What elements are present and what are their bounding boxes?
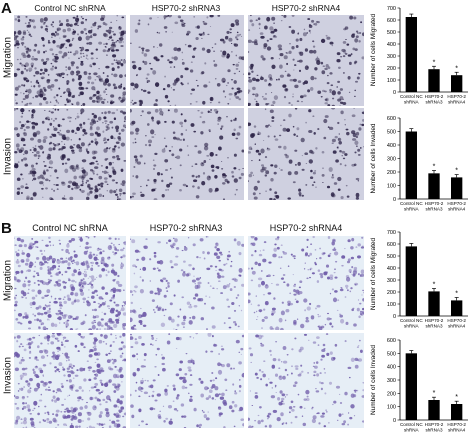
- y-axis-label: Number of cells Migrated: [370, 237, 377, 310]
- micrograph-b-invasion-shrna4: [248, 333, 364, 428]
- y-tick-label: 300: [387, 378, 396, 384]
- significance-mark: *: [455, 168, 458, 175]
- bar: [428, 291, 440, 316]
- row-label-invasion: Invasion: [2, 356, 14, 395]
- y-tick-label: 100: [387, 184, 396, 190]
- bar: [451, 75, 463, 92]
- y-tick-label: 300: [387, 157, 396, 163]
- micrograph-b-migration-shrna4: [248, 236, 364, 330]
- bar: [451, 404, 463, 420]
- category-label: HSP70-2 shRNA4: [447, 94, 466, 105]
- significance-mark: *: [455, 394, 458, 401]
- row-label-invasion: Invasion: [2, 137, 14, 176]
- y-axis-label: Number of cells Migrated: [370, 13, 377, 86]
- category-label: HSP70-2 shRNA4: [447, 318, 466, 329]
- y-tick-label: 0: [393, 197, 396, 203]
- bar-chart-b-migrated: Number of cells Migrated 0 100 200 300 400 500…: [370, 230, 468, 329]
- y-tick-label: 600: [387, 242, 396, 248]
- significance-mark: *: [433, 390, 436, 397]
- significance-mark: *: [455, 290, 458, 297]
- bar: [405, 246, 417, 316]
- category-label: HSP70-2 shRNA3: [425, 94, 444, 105]
- bar: [428, 69, 440, 92]
- category-label: Control NC shRNA: [400, 94, 423, 105]
- column-label-shrna4: HSP70-2 shRNA4: [271, 3, 341, 13]
- row-label-migration: Migration: [2, 36, 14, 79]
- micrograph-a-invasion-shrna3: [130, 108, 244, 200]
- y-tick-label: 300: [387, 54, 396, 60]
- y-tick-label: 100: [387, 405, 396, 411]
- micrograph-b-migration-control: [14, 236, 126, 330]
- y-tick-label: 600: [387, 18, 396, 24]
- micrograph-a-migration-shrna4: [248, 15, 364, 106]
- micrograph-b-migration-shrna3: [130, 236, 244, 330]
- y-tick-label: 500: [387, 30, 396, 36]
- bar: [405, 353, 417, 420]
- column-label-shrna4: HSP70-2 shRNA4: [269, 223, 343, 233]
- y-tick-label: 400: [387, 266, 396, 272]
- category-label: Control NC shRNA: [400, 201, 423, 212]
- micrograph-b-invasion-shrna3: [130, 333, 244, 428]
- y-tick-label: 0: [393, 418, 396, 424]
- y-tick-label: 0: [393, 90, 396, 96]
- bar: [428, 173, 440, 199]
- significance-mark: *: [455, 65, 458, 72]
- micrograph-b-invasion-control: [14, 333, 126, 428]
- y-axis-label: Number of cells Invaded: [370, 123, 377, 193]
- y-tick-label: 200: [387, 290, 396, 296]
- y-tick-label: 700: [387, 230, 396, 236]
- micrograph-a-migration-shrna3: [130, 15, 244, 106]
- column-label-control: Control NC shRNA: [32, 223, 108, 233]
- row-label-migration: Migration: [2, 259, 14, 302]
- y-tick-label: 100: [387, 302, 396, 308]
- y-tick-label: 200: [387, 391, 396, 397]
- bar: [451, 177, 463, 199]
- bar: [405, 17, 417, 92]
- category-label: HSP70-2 shRNA3: [425, 422, 444, 433]
- micrograph-a-invasion-control: [14, 108, 126, 200]
- bar: [428, 400, 440, 420]
- category-label: HSP70-2 shRNA3: [425, 318, 444, 329]
- y-tick-label: 200: [387, 170, 396, 176]
- significance-mark: *: [433, 59, 436, 66]
- y-tick-label: 500: [387, 351, 396, 357]
- y-tick-label: 500: [387, 254, 396, 260]
- column-label-control: Control NC shRNA: [34, 3, 106, 13]
- y-tick-label: 100: [387, 78, 396, 84]
- category-label: Control NC shRNA: [400, 422, 423, 433]
- y-tick-label: 400: [387, 143, 396, 149]
- y-tick-label: 200: [387, 66, 396, 72]
- bar-chart-a-migrated: Number of cells Migrated 0 100 200 300 400 500…: [370, 6, 468, 105]
- y-tick-label: 400: [387, 365, 396, 371]
- y-tick-label: 600: [387, 338, 396, 344]
- bar-chart-b-invaded: Number of cells Invaded 0 100 200 300 400 500 6…: [370, 338, 468, 433]
- y-tick-label: 700: [387, 6, 396, 12]
- column-label-shrna3: HSP70-2 shRNA3: [151, 3, 221, 13]
- micrograph-a-invasion-shrna4: [248, 108, 364, 200]
- significance-mark: *: [433, 164, 436, 171]
- y-tick-label: 0: [393, 314, 396, 320]
- bar: [405, 131, 417, 199]
- y-tick-label: 300: [387, 278, 396, 284]
- column-label-shrna3: HSP70-2 shRNA3: [149, 223, 223, 233]
- y-tick-label: 400: [387, 42, 396, 48]
- category-label: HSP70-2 shRNA3: [425, 201, 444, 212]
- y-tick-label: 600: [387, 116, 396, 122]
- category-label: HSP70-2 shRNA4: [447, 422, 466, 433]
- bar-chart-a-invaded: Number of cells Invaded 0 100 200 300 400 500 6…: [370, 116, 468, 212]
- y-tick-label: 500: [387, 130, 396, 136]
- panel-letter-a: A: [1, 0, 12, 17]
- category-label: Control NC shRNA: [400, 318, 423, 329]
- bar: [451, 300, 463, 316]
- micrograph-a-migration-control: [14, 15, 126, 106]
- y-axis-label: Number of cells Invaded: [370, 345, 377, 415]
- panel-letter-b: B: [1, 220, 12, 237]
- significance-mark: *: [433, 281, 436, 288]
- category-label: HSP70-2 shRNA4: [447, 201, 466, 212]
